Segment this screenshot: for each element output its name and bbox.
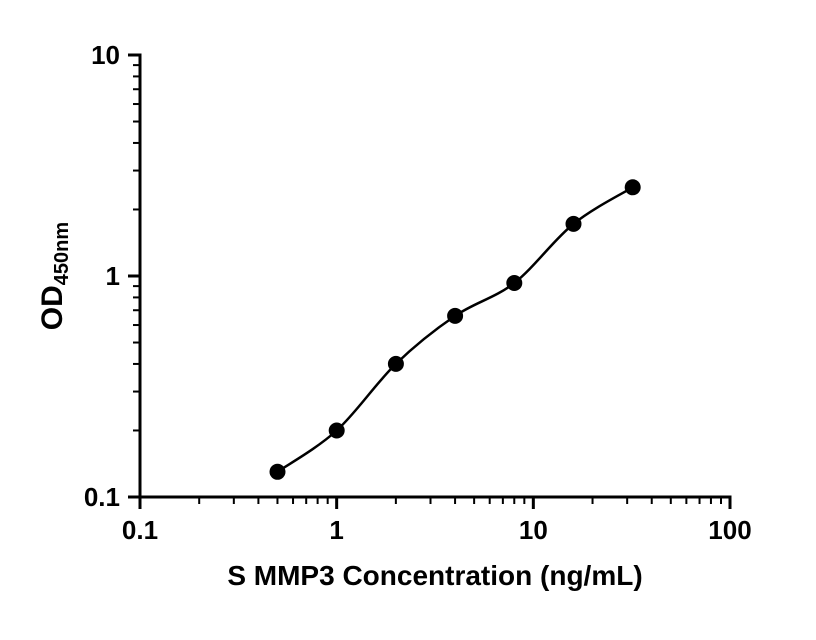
data-point <box>565 215 582 232</box>
y-tick-label: 10 <box>91 40 120 70</box>
x-tick-label: 0.1 <box>122 515 158 545</box>
y-tick-label: 0.1 <box>84 482 120 512</box>
y-axis-title: OD450nm <box>36 222 74 330</box>
x-tick-label: 10 <box>519 515 548 545</box>
data-point <box>387 355 404 372</box>
x-tick-label: 1 <box>329 515 343 545</box>
data-point <box>624 179 641 196</box>
data-point <box>447 307 464 324</box>
x-tick-label: 100 <box>708 515 751 545</box>
y-axis-title-main: OD <box>36 285 69 331</box>
data-point <box>269 463 286 480</box>
y-axis-title-sub: 450nm <box>51 221 73 286</box>
y-tick-label: 1 <box>106 261 120 291</box>
data-point <box>328 422 345 439</box>
x-axis-title: S MMP3 Concentration (ng/mL) <box>227 560 643 591</box>
data-point <box>506 275 523 291</box>
